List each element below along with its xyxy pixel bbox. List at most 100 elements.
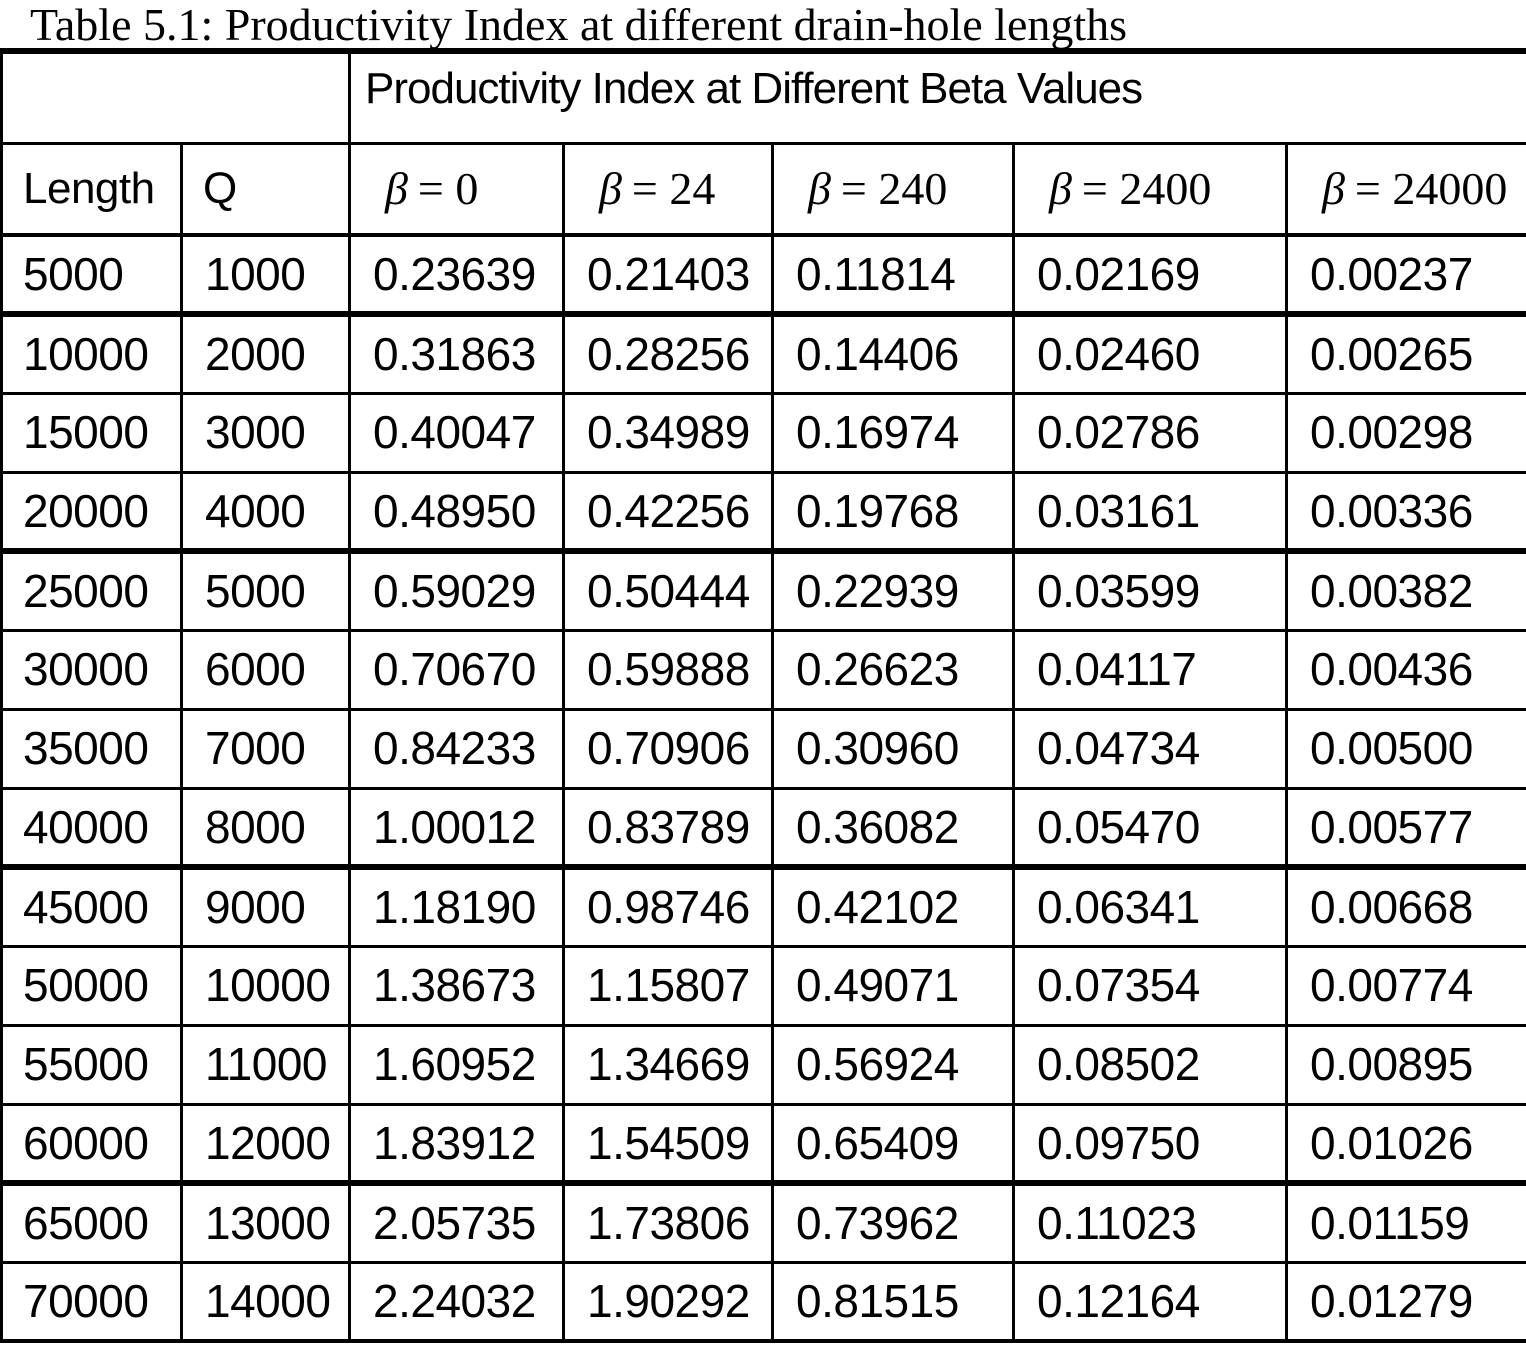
table-cell: 0.01159 [1284, 1181, 1526, 1264]
table-cell: 14000 [180, 1260, 351, 1343]
table-cell: 1.60952 [348, 1023, 565, 1106]
table-cell: 30000 [0, 628, 183, 711]
table-cell: 0.26623 [771, 628, 1015, 711]
table-cell: 0.73962 [771, 1181, 1015, 1264]
table-cell: 0.21403 [562, 233, 774, 317]
beta-symbol: β [599, 163, 622, 215]
table-cell: 8000 [180, 786, 351, 870]
table-cell: 0.08502 [1012, 1023, 1288, 1106]
table-row: 45000 9000 1.18190 0.98746 0.42102 0.06341 0.0… [0, 865, 1526, 948]
table-row: 50000 10000 1.38673 1.15807 0.49071 0.07354 0.… [0, 944, 1526, 1027]
table-cell: 0.00298 [1284, 391, 1526, 474]
table-cell: 0.42256 [562, 470, 774, 554]
table-cell: 0.30960 [771, 707, 1015, 790]
table-cell: 65000 [0, 1181, 183, 1264]
beta-symbol: β [385, 163, 408, 215]
table-cell: 0.12164 [1012, 1260, 1288, 1343]
table-cell: 0.83789 [562, 786, 774, 870]
table-cell: 0.00668 [1284, 865, 1526, 948]
table-cell: 10000 [180, 944, 351, 1027]
column-header-row: Length Q β = 0 β = 24 β = 240 β = 2400 β = 24… [0, 141, 1526, 237]
table-cell: 55000 [0, 1023, 183, 1106]
beta-symbol: β [808, 163, 831, 215]
col-header-beta-24000: β = 24000 [1284, 141, 1526, 237]
table-row: 35000 7000 0.84233 0.70906 0.30960 0.04734 0.0… [0, 707, 1526, 790]
table-row: 10000 2000 0.31863 0.28256 0.14406 0.02460 0.0… [0, 312, 1526, 395]
beta-value: = 0 [417, 163, 479, 215]
table-cell: 1.90292 [562, 1260, 774, 1343]
table-row: 65000 13000 2.05735 1.73806 0.73962 0.11023 0.… [0, 1181, 1526, 1264]
table-cell: 0.00774 [1284, 944, 1526, 1027]
table-cell: 0.00336 [1284, 470, 1526, 554]
table-cell: 0.70670 [348, 628, 565, 711]
col-header-beta-240: β = 240 [771, 141, 1015, 237]
table-cell: 40000 [0, 786, 183, 870]
table-cell: 7000 [180, 707, 351, 790]
table-row: 25000 5000 0.59029 0.50444 0.22939 0.03599 0.0… [0, 549, 1526, 632]
table-cell: 2000 [180, 312, 351, 395]
group-header-cell: Productivity Index at Different Beta Val… [347, 49, 1526, 145]
table-cell: 60000 [0, 1102, 183, 1186]
table-cell: 0.04734 [1012, 707, 1288, 790]
table-cell: 0.01026 [1284, 1102, 1526, 1186]
table-cell: 0.50444 [562, 549, 774, 632]
table-cell: 4000 [180, 470, 351, 554]
table-cell: 0.11023 [1012, 1181, 1288, 1264]
col-header-beta-0: β = 0 [348, 141, 565, 237]
table-cell: 12000 [180, 1102, 351, 1186]
table-caption: Table 5.1: Productivity Index at differe… [30, 0, 1128, 50]
table-cell: 5000 [0, 233, 183, 317]
table-row: 5000 1000 0.23639 0.21403 0.11814 0.02169 0.00… [0, 233, 1526, 317]
table-cell: 0.09750 [1012, 1102, 1288, 1186]
table-cell: 0.98746 [562, 865, 774, 948]
table-cell: 0.03599 [1012, 549, 1288, 632]
table-cell: 0.22939 [771, 549, 1015, 632]
table-cell: 0.31863 [348, 312, 565, 395]
table-cell: 0.06341 [1012, 865, 1288, 948]
corner-cell [0, 49, 351, 145]
table-cell: 0.34989 [562, 391, 774, 474]
table-cell: 0.19768 [771, 470, 1015, 554]
table-cell: 0.00577 [1284, 786, 1526, 870]
beta-value: = 240 [840, 163, 948, 215]
table-cell: 0.84233 [348, 707, 565, 790]
table-cell: 0.28256 [562, 312, 774, 395]
table-cell: 0.04117 [1012, 628, 1288, 711]
table-cell: 0.00265 [1284, 312, 1526, 395]
table-cell: 0.07354 [1012, 944, 1288, 1027]
table-cell: 45000 [0, 865, 183, 948]
table-cell: 9000 [180, 865, 351, 948]
table-cell: 0.23639 [348, 233, 565, 317]
table-cell: 25000 [0, 549, 183, 632]
table-cell: 0.49071 [771, 944, 1015, 1027]
table-cell: 11000 [180, 1023, 351, 1106]
table-row: 60000 12000 1.83912 1.54509 0.65409 0.09750 0.… [0, 1102, 1526, 1186]
table-cell: 15000 [0, 391, 183, 474]
table-cell: 2.05735 [348, 1181, 565, 1264]
beta-value: = 2400 [1081, 163, 1212, 215]
table-cell: 0.36082 [771, 786, 1015, 870]
table-cell: 2.24032 [348, 1260, 565, 1343]
table-cell: 0.00436 [1284, 628, 1526, 711]
beta-value: = 24000 [1354, 163, 1508, 215]
table-cell: 1.00012 [348, 786, 565, 870]
table-cell: 0.16974 [771, 391, 1015, 474]
table-cell: 0.56924 [771, 1023, 1015, 1106]
table-cell: 0.02169 [1012, 233, 1288, 317]
table-cell: 1000 [180, 233, 351, 317]
table-cell: 0.59029 [348, 549, 565, 632]
table-cell: 0.00382 [1284, 549, 1526, 632]
beta-symbol: β [1049, 163, 1072, 215]
table-cell: 50000 [0, 944, 183, 1027]
table-cell: 35000 [0, 707, 183, 790]
col-header-beta-24: β = 24 [562, 141, 774, 237]
beta-value: = 24 [631, 163, 716, 215]
table-cell: 70000 [0, 1260, 183, 1343]
table-cell: 0.65409 [771, 1102, 1015, 1186]
table-cell: 0.48950 [348, 470, 565, 554]
table-cell: 0.59888 [562, 628, 774, 711]
col-header-beta-2400: β = 2400 [1012, 141, 1288, 237]
table-row: 30000 6000 0.70670 0.59888 0.26623 0.04117 0.0… [0, 628, 1526, 711]
group-header-row: Productivity Index at Different Beta Val… [0, 49, 1526, 145]
